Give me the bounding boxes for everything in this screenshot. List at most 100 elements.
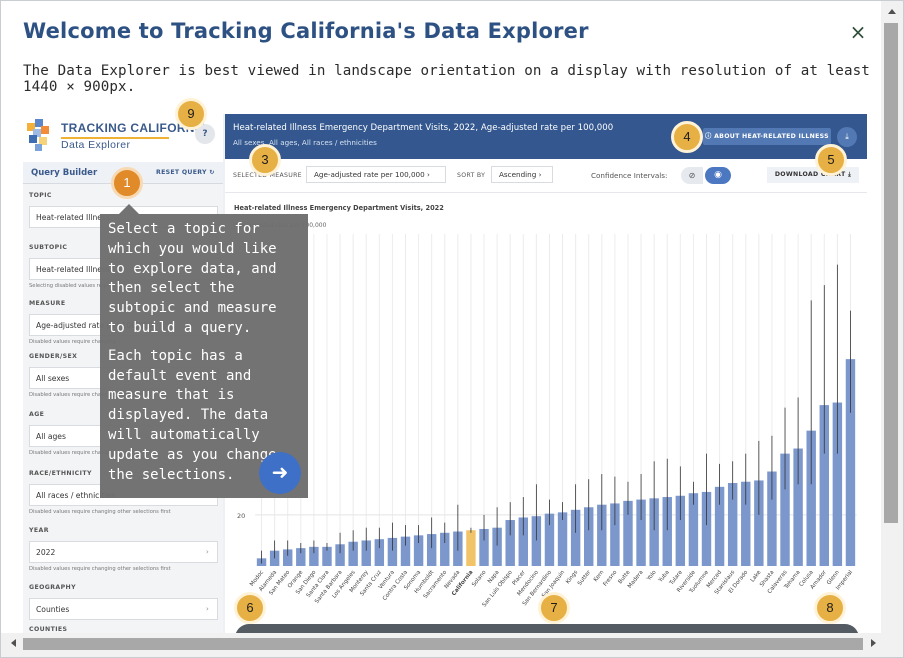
modal-title: Welcome to Tracking California's Data Ex… xyxy=(23,19,589,43)
field-note: Disabled values require changing... xyxy=(29,392,121,398)
bar xyxy=(440,532,450,566)
info-icon: ⓘ xyxy=(705,133,712,140)
measure-select[interactable]: Age-adjusted rate per 100,000 › xyxy=(306,166,446,183)
chart-title: Heat-related Illness Emergency Departmen… xyxy=(234,204,444,212)
field-value: Counties xyxy=(36,605,70,614)
reset-query-label: RESET QUERY xyxy=(156,169,207,176)
bar xyxy=(479,528,489,566)
field-label: RACE/ETHNICITY xyxy=(29,470,92,477)
bar xyxy=(309,546,319,566)
data-explorer-preview: TRACKING CALIFORNIA Data Explorer ? Quer… xyxy=(23,114,867,633)
field-value: Heat-related Illness xyxy=(36,265,110,274)
banner-subtitle: All sexes, All ages, All races / ethnici… xyxy=(233,138,377,147)
tour-step-4-badge[interactable]: 4 xyxy=(671,121,703,153)
main-panel: Heat-related Illness Emergency Departmen… xyxy=(225,114,867,633)
field-select[interactable]: 2022 › xyxy=(29,541,218,563)
bar xyxy=(531,516,542,566)
chevron-right-icon: › xyxy=(538,170,542,179)
bar xyxy=(400,536,411,566)
tooltip-arrow xyxy=(119,204,139,214)
ci-label: Confidence Intervals: xyxy=(591,171,668,180)
bar xyxy=(701,491,712,566)
reset-query-button[interactable]: RESET QUERY ↻ xyxy=(156,169,215,176)
chart-area: 20 Modoc Alameda San Mateo Orange San Diego Sa… xyxy=(225,194,867,633)
scroll-up-icon[interactable] xyxy=(888,9,896,14)
chevron-right-icon: › xyxy=(426,170,430,179)
bar xyxy=(387,537,398,566)
field-note: Disabled values require changing... xyxy=(29,339,121,345)
download-chart-button[interactable]: DOWNLOAD CHART ⤓ xyxy=(767,167,859,183)
vertical-scrollbar[interactable] xyxy=(881,1,903,657)
chevron-right-icon: › xyxy=(206,548,209,556)
logo-name: TRACKING CALIFORNIA xyxy=(61,121,208,135)
field-value: Age-adjusted rate per 100,000 xyxy=(36,321,153,330)
tour-step-8-badge[interactable]: 8 xyxy=(814,592,846,624)
tour-step-9-badge[interactable]: 9 xyxy=(175,98,207,130)
ci-toggle[interactable]: ⊘ ◉ xyxy=(681,167,759,184)
tour-step-5-badge[interactable]: 5 xyxy=(815,144,847,176)
chart-banner: Heat-related Illness Emergency Departmen… xyxy=(225,114,867,159)
field-label: GENDER/SEX xyxy=(29,353,78,360)
arrow-right-icon[interactable]: ➜ xyxy=(259,452,301,494)
vertical-scroll-thumb[interactable] xyxy=(884,23,898,523)
logo: TRACKING CALIFORNIA Data Explorer ? xyxy=(23,114,223,162)
close-button[interactable]: × xyxy=(849,20,867,44)
field-note: Disabled values require changing... xyxy=(29,450,121,456)
x-tick-label: Sutter xyxy=(577,569,593,587)
bar xyxy=(348,541,358,566)
bar xyxy=(584,507,594,566)
x-tick-label: Solano xyxy=(471,569,488,588)
bar xyxy=(727,483,738,566)
tour-step-6-badge[interactable]: 6 xyxy=(234,592,266,624)
scroll-right-icon[interactable] xyxy=(871,639,876,647)
download-icon[interactable]: ⤓ xyxy=(837,127,857,147)
download-icon: ⤓ xyxy=(848,171,852,178)
bar xyxy=(662,497,672,566)
sort-select[interactable]: Ascending › xyxy=(491,166,553,183)
tour-step-3-badge[interactable]: 3 xyxy=(249,144,281,176)
field-note: Selecting disabled values require... xyxy=(29,283,121,289)
query-builder-title: Query Builder xyxy=(31,168,98,178)
bar xyxy=(636,499,646,566)
logo-subtitle: Data Explorer xyxy=(61,139,131,151)
eye-off-icon[interactable]: ⊘ xyxy=(681,167,703,184)
scroll-left-icon[interactable] xyxy=(11,639,16,647)
field-label: AGE xyxy=(29,411,45,418)
horizontal-scroll-thumb[interactable] xyxy=(23,638,863,650)
x-tick-label: Yolo xyxy=(646,569,659,583)
horizontal-scrollbar[interactable] xyxy=(1,633,881,657)
tour-step-1-badge[interactable]: 1 xyxy=(111,167,143,199)
bar xyxy=(610,503,620,566)
refresh-icon: ↻ xyxy=(209,169,215,176)
bar xyxy=(767,471,777,566)
bar xyxy=(492,527,502,566)
tour-step-7-badge[interactable]: 7 xyxy=(538,592,570,624)
bar xyxy=(296,548,306,566)
eye-icon[interactable]: ◉ xyxy=(705,167,731,184)
field-value: 2022 xyxy=(36,548,56,557)
help-button[interactable]: ? xyxy=(195,124,215,144)
field-note: Disabled values require changing other s… xyxy=(29,509,171,515)
bar xyxy=(675,495,686,566)
field-select[interactable]: Counties › xyxy=(29,598,218,620)
bar xyxy=(518,517,528,566)
about-label: ABOUT HEAT-RELATED ILLNESS xyxy=(714,133,829,140)
download-chart-label: DOWNLOAD CHART xyxy=(774,171,846,178)
bar xyxy=(570,509,581,566)
field-value: All sexes xyxy=(36,374,70,383)
field-label: SUBTOPIC xyxy=(29,244,68,251)
bar xyxy=(780,453,790,566)
field-label: TOPIC xyxy=(29,192,52,199)
about-button[interactable]: ⓘ ABOUT HEAT-RELATED ILLNESS xyxy=(703,128,831,145)
bar xyxy=(283,549,293,566)
bar xyxy=(426,534,437,566)
field-label: GEOGRAPHY xyxy=(29,584,76,591)
y-tick-label: 20 xyxy=(237,512,245,520)
bottom-toolbar xyxy=(235,624,859,633)
bar xyxy=(688,493,699,566)
logo-mark-icon xyxy=(27,119,49,151)
modal-subtitle: The Data Explorer is best viewed in land… xyxy=(23,63,870,95)
bar xyxy=(544,513,555,566)
bar xyxy=(466,530,476,566)
